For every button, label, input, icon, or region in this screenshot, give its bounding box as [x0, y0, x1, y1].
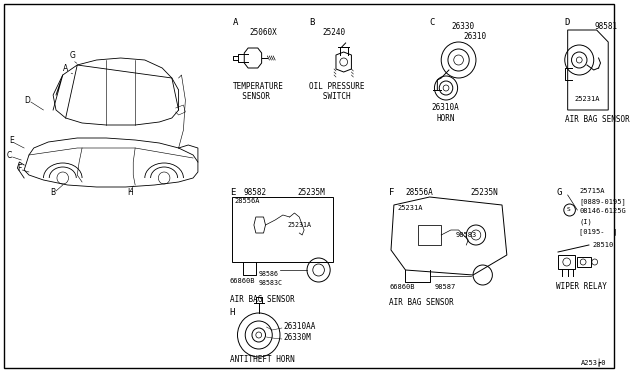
- Text: 98587: 98587: [435, 284, 456, 290]
- Text: C: C: [7, 151, 12, 160]
- Text: C: C: [429, 18, 435, 27]
- Text: WIPER RELAY: WIPER RELAY: [556, 282, 607, 291]
- Text: E: E: [9, 135, 14, 144]
- Text: [0889-0195]: [0889-0195]: [579, 198, 626, 205]
- Text: D: D: [564, 18, 570, 27]
- Text: 66860B: 66860B: [230, 278, 255, 284]
- Text: H: H: [230, 308, 235, 317]
- Bar: [232, 197, 333, 262]
- Text: 28510: 28510: [593, 242, 614, 248]
- Text: 25235N: 25235N: [470, 188, 498, 197]
- Text: ANTITHEFT HORN: ANTITHEFT HORN: [230, 355, 294, 364]
- Text: 26330M: 26330M: [284, 333, 312, 342]
- Text: E: E: [230, 188, 235, 197]
- Text: 26310A: 26310A: [431, 103, 460, 112]
- Text: 26330: 26330: [452, 22, 475, 31]
- Text: 26310AA: 26310AA: [284, 322, 316, 331]
- Text: [0195-  ]: [0195- ]: [579, 228, 618, 235]
- Text: 25715A: 25715A: [579, 188, 605, 194]
- Text: G: G: [70, 51, 76, 60]
- Text: 08146-6125G: 08146-6125G: [579, 208, 626, 214]
- Text: H: H: [127, 187, 133, 196]
- Text: SENSOR: SENSOR: [233, 92, 269, 101]
- Text: G: G: [556, 188, 561, 197]
- Text: AIR BAG SENSOR: AIR BAG SENSOR: [230, 295, 294, 304]
- Text: 25231A: 25231A: [575, 96, 600, 102]
- Text: OIL PRESSURE: OIL PRESSURE: [309, 82, 364, 91]
- Text: TEMPERATURE: TEMPERATURE: [233, 82, 284, 91]
- Bar: [418, 225, 441, 245]
- Text: B: B: [309, 18, 314, 27]
- Text: AIR BAG SENSOR: AIR BAG SENSOR: [564, 115, 630, 124]
- Text: D: D: [24, 96, 30, 105]
- Text: AIR BAG SENSOR: AIR BAG SENSOR: [389, 298, 454, 307]
- Text: SWITCH: SWITCH: [309, 92, 351, 101]
- Text: 98583C: 98583C: [259, 280, 283, 286]
- Text: F: F: [17, 164, 22, 173]
- Text: 66860B: 66860B: [389, 284, 415, 290]
- Text: F: F: [389, 188, 394, 197]
- Bar: [558, 255, 575, 269]
- Text: 25235M: 25235M: [298, 188, 325, 197]
- Text: 25231A: 25231A: [397, 205, 423, 211]
- Text: HORN: HORN: [436, 114, 455, 123]
- Text: 98581: 98581: [595, 22, 618, 31]
- Text: B: B: [51, 187, 56, 196]
- Text: (I): (I): [579, 218, 592, 224]
- Text: 25240: 25240: [323, 28, 346, 37]
- Text: A: A: [63, 64, 68, 73]
- Text: 98582: 98582: [243, 188, 266, 197]
- Text: S: S: [566, 207, 570, 212]
- Text: 25060X: 25060X: [249, 28, 277, 37]
- Text: 28556A: 28556A: [235, 198, 260, 204]
- Text: 98586: 98586: [259, 271, 279, 277]
- Text: 25231A: 25231A: [288, 222, 312, 228]
- Text: 28556A: 28556A: [406, 188, 433, 197]
- Text: 98583: 98583: [456, 232, 477, 238]
- Text: A253┢0: A253┢0: [580, 359, 606, 367]
- Text: 26310: 26310: [463, 32, 486, 41]
- Bar: [577, 257, 591, 267]
- Text: A: A: [233, 18, 238, 27]
